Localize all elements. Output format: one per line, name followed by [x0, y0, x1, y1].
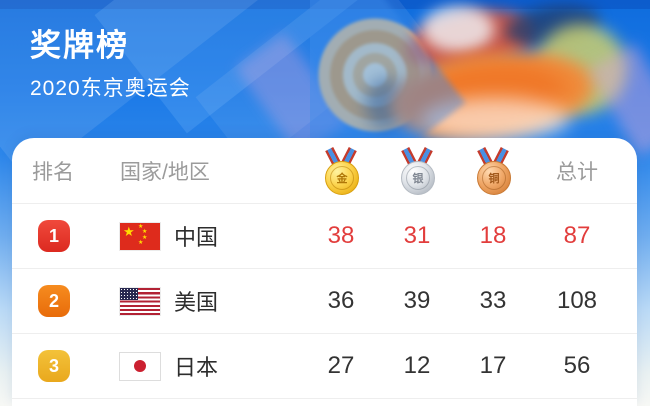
country-name: 美国 — [174, 290, 219, 315]
gold-count: 27 — [327, 352, 355, 379]
gold-medal-char: 金 — [325, 160, 359, 195]
japan-flag-icon — [120, 352, 160, 380]
rank-3-badge: 3 — [38, 350, 70, 382]
olympic-artwork — [310, 0, 650, 148]
silver-medal-icon: 银 — [397, 146, 437, 195]
bronze-count: 33 — [479, 287, 507, 314]
country-cell: 日本 — [104, 350, 303, 382]
star-glyph: ★ — [138, 223, 144, 230]
silver-count: 31 — [403, 222, 431, 249]
star-glyph: ★ — [142, 234, 148, 241]
country-cell: 美国 — [104, 285, 303, 317]
flag-canton — [120, 287, 138, 300]
rank-cell: 2 — [32, 285, 104, 317]
silver-medal-char: 银 — [401, 160, 435, 195]
country-name: 日本 — [174, 355, 219, 380]
country-cell: ★ ★ ★ ★ ★ 中国 — [104, 220, 303, 252]
star-glyph: ★ — [142, 228, 148, 235]
white-brush-stroke — [422, 6, 494, 52]
page-subtitle: 2020东京奥运会 — [30, 77, 191, 100]
medal-table-card: 排名 国家/地区 金 银 铜 — [12, 138, 637, 406]
table-row-china[interactable]: 1 ★ ★ ★ ★ ★ 中国 38 31 18 87 — [12, 204, 637, 269]
total-count: 108 — [556, 287, 598, 314]
star-glyph: ★ — [138, 239, 144, 246]
table-row-usa[interactable]: 2 美国 36 39 33 108 — [12, 269, 637, 334]
table-row-japan[interactable]: 3 日本 27 12 17 56 — [12, 334, 637, 399]
white-brush-stroke — [420, 98, 570, 142]
total-count: 87 — [563, 222, 591, 249]
country-name: 中国 — [174, 225, 219, 250]
rank-1-badge: 1 — [38, 220, 70, 252]
usa-flag-icon — [120, 287, 160, 315]
column-header-total: 总计 — [556, 160, 598, 184]
bronze-count: 17 — [479, 352, 507, 379]
bronze-count: 18 — [479, 222, 507, 249]
total-count: 56 — [563, 352, 591, 379]
gold-count: 36 — [327, 287, 355, 314]
rank-2-badge: 2 — [38, 285, 70, 317]
page-title: 奖牌榜 — [30, 28, 129, 63]
gold-medal-icon: 金 — [321, 146, 361, 195]
bronze-medal-icon: 铜 — [473, 146, 513, 195]
column-header-gold: 金 — [303, 146, 379, 195]
top-edge-band — [0, 0, 650, 9]
star-glyph: ★ — [123, 223, 135, 239]
column-header-silver: 银 — [379, 146, 455, 195]
column-header-rank: 排名 — [32, 160, 74, 184]
column-header-bronze: 铜 — [455, 146, 531, 195]
table-header-row: 排名 国家/地区 金 银 铜 — [12, 138, 637, 204]
sun-disc — [134, 360, 146, 372]
rank-cell: 3 — [32, 350, 104, 382]
silver-count: 39 — [403, 287, 431, 314]
gold-count: 38 — [327, 222, 355, 249]
bronze-medal-char: 铜 — [477, 160, 511, 195]
china-flag-icon: ★ ★ ★ ★ ★ — [120, 222, 160, 250]
rank-cell: 1 — [32, 220, 104, 252]
column-header-country: 国家/地区 — [120, 160, 210, 184]
silver-count: 12 — [403, 352, 431, 379]
